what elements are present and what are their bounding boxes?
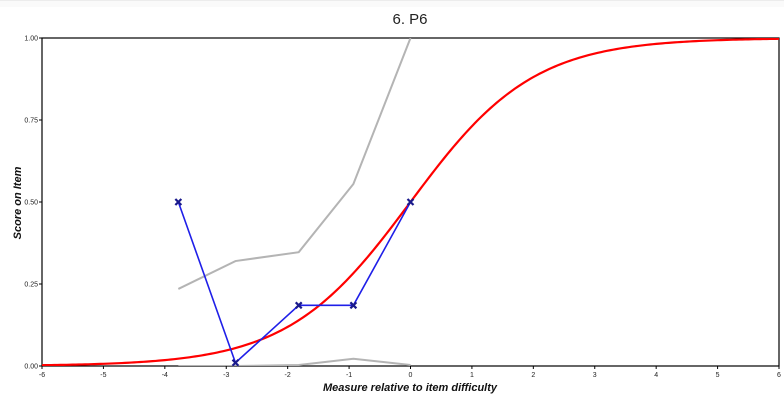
y-tick-label: 0.00 — [24, 364, 38, 371]
observed-score-marker — [349, 301, 358, 310]
x-tick-label: -2 — [285, 372, 291, 379]
y-tick-label: 1.00 — [24, 36, 38, 43]
chart-title: 6. P6 — [392, 11, 427, 28]
x-tick-label: 3 — [593, 372, 597, 379]
upper-confidence-band-line — [177, 38, 412, 290]
plot-area: -6 -5 -4 -3 -2 -1 0 1 2 3 4 5 6 0.00 0.25 0.50 0.75 1.00 — [24, 36, 781, 380]
x-tick-label: 5 — [716, 372, 720, 379]
x-tick-label: -5 — [100, 372, 106, 379]
observed-score-marker — [406, 198, 415, 206]
y-tick-label: 0.50 — [24, 200, 38, 207]
x-tick-label: 2 — [531, 372, 535, 379]
x-tick-label: -3 — [223, 372, 229, 379]
x-tick-label: 4 — [654, 372, 658, 379]
x-tick-label: -6 — [39, 372, 45, 379]
lower-confidence-band-line — [178, 357, 411, 366]
observed-score-marker — [231, 358, 240, 367]
x-tick-label: 1 — [470, 372, 474, 379]
y-axis-label: Score on Item — [12, 166, 24, 239]
x-tick-label: 0 — [409, 372, 413, 379]
top-divider — [0, 0, 784, 7]
observed-score-marker — [174, 198, 183, 206]
observed-score-line — [177, 201, 412, 365]
x-tick-label: 6 — [777, 372, 781, 379]
y-tick-label: 0.25 — [24, 282, 38, 289]
observed-score-marker — [294, 301, 303, 310]
x-tick-label: -1 — [346, 372, 352, 379]
x-tick-label: -4 — [162, 372, 168, 379]
y-tick-label: 0.75 — [24, 118, 38, 125]
x-axis-label: Measure relative to item difficulty — [323, 382, 498, 394]
